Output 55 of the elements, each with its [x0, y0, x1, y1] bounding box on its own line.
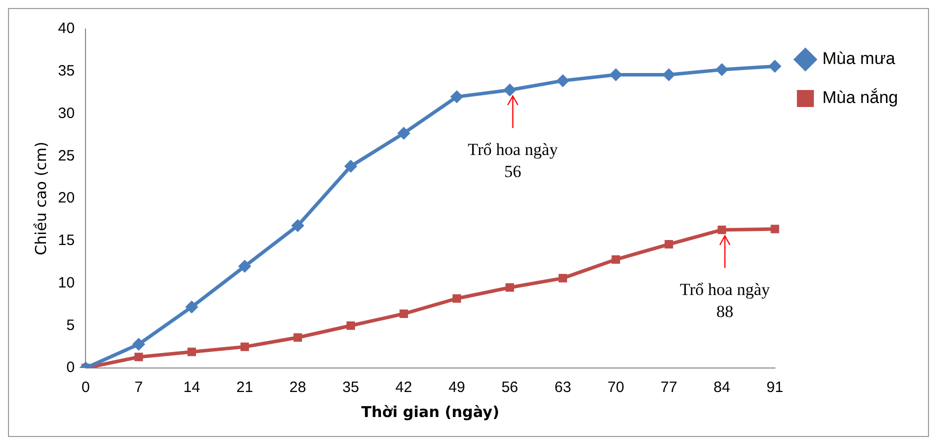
point [718, 226, 726, 234]
y-tick-label: 15 [58, 232, 75, 250]
point [294, 333, 302, 342]
point [185, 300, 198, 314]
point [768, 60, 782, 73]
point [134, 352, 143, 362]
point [238, 260, 252, 273]
y-tick-label: 0 [66, 359, 75, 376]
y-tick-label: 30 [58, 104, 75, 122]
point [346, 321, 356, 330]
point [132, 338, 146, 351]
point [291, 219, 304, 232]
x-tick-label: 14 [183, 379, 200, 396]
x-tick-label: 35 [342, 379, 360, 396]
x-tick-label: 56 [501, 379, 518, 396]
point [556, 74, 570, 88]
point [609, 68, 622, 82]
x-tick-label: 84 [714, 379, 730, 396]
point [450, 90, 464, 104]
x-tick-label: 7 [134, 379, 143, 396]
x-tick-label: 70 [607, 379, 624, 396]
point [400, 310, 408, 318]
y-tick-label: 20 [58, 190, 75, 207]
x-axis-title: Thời gian (ngày) [361, 402, 500, 421]
point [240, 342, 249, 352]
point [344, 160, 358, 173]
y-tick-label: 35 [58, 62, 75, 80]
annotation: Trổ hoa ngày 88 [680, 280, 770, 321]
x-tick-label: 28 [289, 379, 306, 396]
point [187, 348, 196, 356]
x-tick-label: 49 [448, 379, 466, 396]
x-tick-label: 91 [766, 379, 784, 396]
point [770, 224, 780, 234]
x-tick-label: 0 [82, 379, 90, 396]
annotation: Trổ hoa ngày 56 [468, 140, 558, 181]
point [397, 126, 410, 140]
x-tick-label: 77 [660, 379, 678, 396]
y-tick-label: 5 [66, 316, 75, 334]
point [503, 84, 516, 97]
point [664, 240, 674, 249]
point [506, 283, 514, 292]
x-tick-label: 21 [236, 379, 254, 396]
point [558, 274, 568, 282]
y-tick-label: 10 [58, 274, 75, 292]
x-tick-label: 63 [554, 379, 572, 396]
y-tick-label: 40 [58, 20, 75, 38]
y-tick-label: 25 [58, 147, 75, 164]
legend-label: Mùa mưa [822, 49, 896, 68]
point [612, 255, 620, 264]
point [662, 68, 676, 82]
y-axis-title: Chiều cao (cm) [32, 142, 50, 256]
x-tick-label: 42 [395, 379, 412, 396]
legend-label: Mùa nắng [822, 88, 898, 108]
point [715, 63, 728, 76]
point [452, 294, 462, 303]
